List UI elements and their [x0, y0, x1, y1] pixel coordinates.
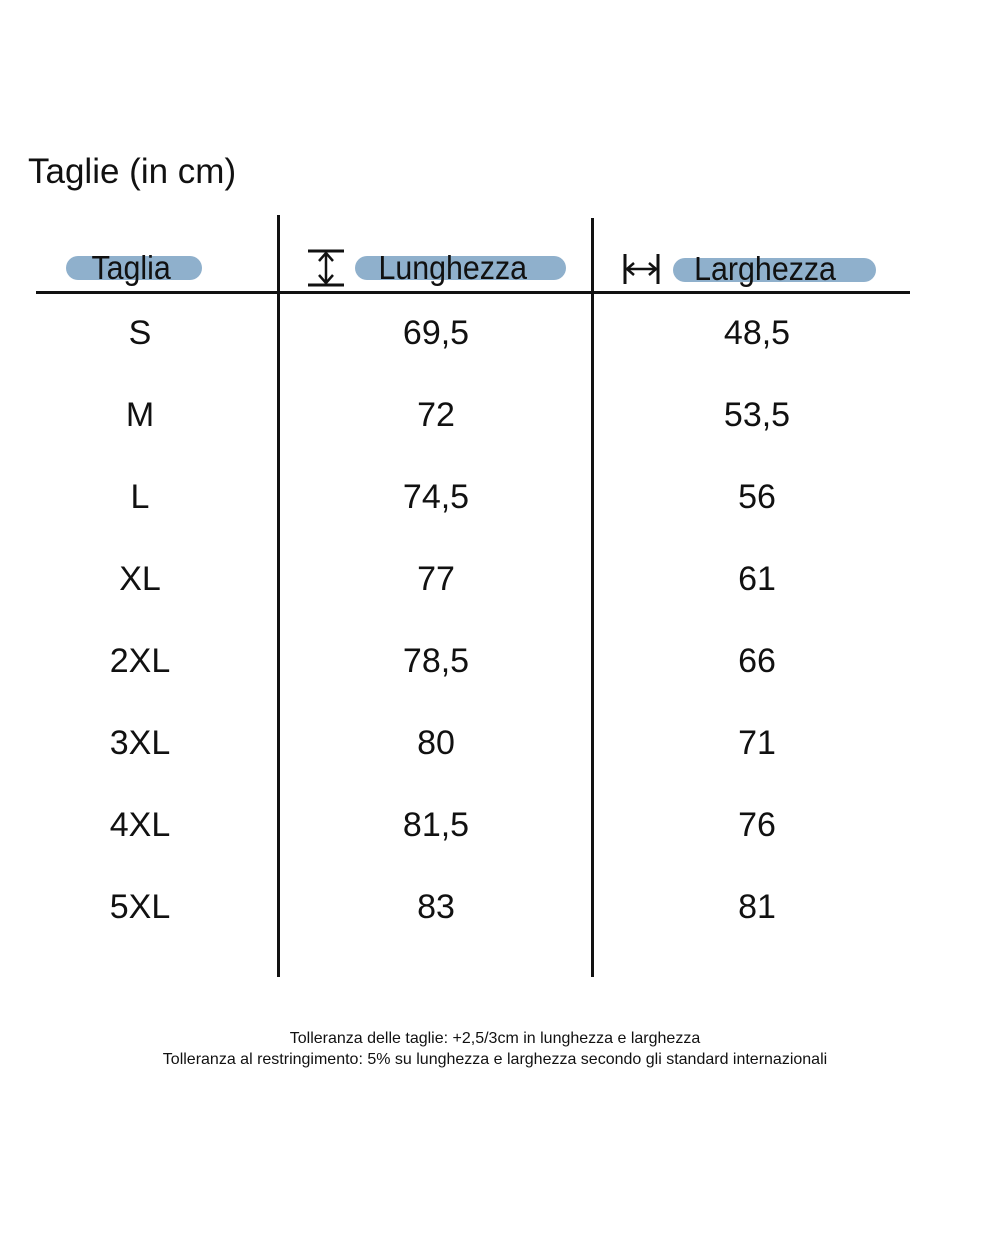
- page-title: Taglie (in cm): [28, 152, 237, 191]
- cell-width: 81: [738, 888, 776, 926]
- cell-length: 83: [417, 888, 455, 926]
- cell-size: XL: [119, 560, 161, 598]
- cell-width: 76: [738, 806, 776, 844]
- column-divider: [277, 215, 280, 977]
- header-highlight: [673, 258, 876, 282]
- cell-length: 81,5: [402, 806, 470, 844]
- header-highlight: [355, 256, 566, 280]
- tolerance-note: Tolleranza delle taglie: +2,5/3cm in lun…: [289, 1030, 701, 1047]
- cell-length: 69,5: [402, 314, 470, 352]
- cell-length: 74,5: [402, 478, 470, 516]
- cell-length: 78,5: [402, 642, 470, 680]
- header-highlight: [66, 256, 202, 280]
- cell-width: 61: [738, 560, 776, 598]
- cell-size: S: [128, 314, 152, 352]
- cell-length: 80: [417, 724, 455, 762]
- cell-size: 4XL: [109, 806, 171, 844]
- shrinkage-note: Tolleranza al restringimento: 5% su lung…: [162, 1051, 828, 1068]
- column-divider: [591, 218, 594, 977]
- cell-size: 3XL: [109, 724, 171, 762]
- cell-width: 71: [738, 724, 776, 762]
- header-divider: [36, 291, 910, 294]
- vertical-arrow-icon: [308, 249, 344, 287]
- header-size: Taglia: [91, 249, 171, 286]
- cell-width: 66: [738, 642, 776, 680]
- cell-length: 77: [417, 560, 455, 598]
- cell-width: 56: [738, 478, 776, 516]
- cell-length: 72: [417, 396, 455, 434]
- cell-width: 48,5: [723, 314, 791, 352]
- cell-size: L: [130, 478, 150, 516]
- cell-size: 2XL: [109, 642, 171, 680]
- header-width: Larghezza: [694, 250, 836, 287]
- cell-size: 5XL: [109, 888, 171, 926]
- header-length: Lunghezza: [378, 249, 528, 286]
- horizontal-arrow-icon: [623, 254, 660, 284]
- cell-size: M: [125, 396, 155, 434]
- cell-width: 53,5: [723, 396, 791, 434]
